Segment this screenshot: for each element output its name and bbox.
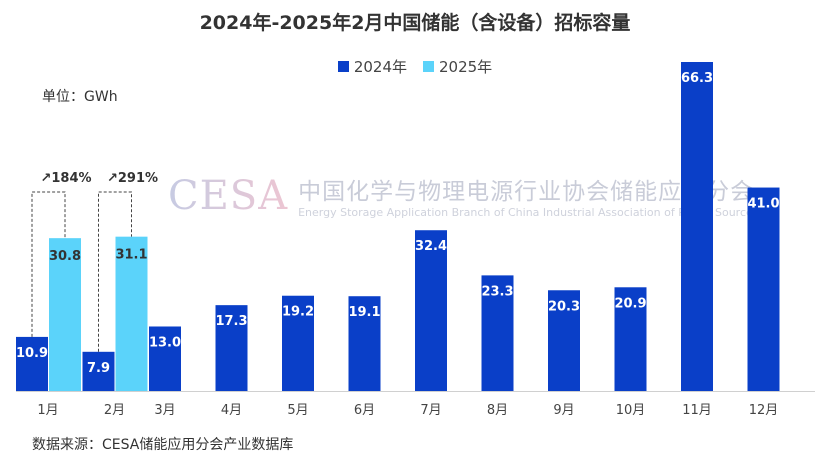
growth-bracket bbox=[98, 191, 132, 352]
data-label-2024: 20.9 bbox=[614, 296, 646, 311]
x-tick-label: 2月 bbox=[104, 403, 125, 418]
growth-annotation: ↗291% bbox=[107, 171, 158, 186]
x-tick-label: 10月 bbox=[616, 403, 646, 418]
data-label-2024: 19.2 bbox=[282, 305, 314, 320]
data-label-2024: 17.3 bbox=[215, 314, 247, 329]
data-label-2024: 19.1 bbox=[348, 305, 380, 320]
data-label-2025: 31.1 bbox=[115, 248, 147, 263]
legend-swatch bbox=[337, 61, 349, 72]
data-label-2024: 32.4 bbox=[415, 239, 447, 254]
bar-2024-6 bbox=[348, 296, 381, 391]
x-tick-label: 6月 bbox=[354, 403, 375, 418]
data-label-2024: 20.3 bbox=[548, 299, 580, 314]
x-tick-label: 8月 bbox=[487, 403, 508, 418]
bar-2024-11 bbox=[681, 62, 713, 391]
bar-2025-1 bbox=[49, 238, 81, 391]
legend-item-2024: 2024年 bbox=[337, 56, 407, 77]
bar-2025-2 bbox=[115, 236, 148, 391]
legend: 2024年 2025年 bbox=[0, 56, 830, 77]
chart-title: 2024年-2025年2月中国储能（含设备）招标容量 bbox=[199, 12, 631, 34]
legend-label: 2024年 bbox=[353, 58, 407, 76]
bar-2024-12 bbox=[747, 187, 780, 391]
bar-2024-9 bbox=[548, 290, 580, 391]
data-label-2024: 66.3 bbox=[681, 71, 713, 86]
data-label-2024: 23.3 bbox=[481, 284, 513, 299]
data-label-2025: 30.8 bbox=[49, 249, 81, 264]
bar-2024-1 bbox=[16, 336, 48, 391]
bar-2024-5 bbox=[282, 295, 314, 391]
legend-item-2025: 2025年 bbox=[423, 56, 492, 77]
bar-2024-4 bbox=[215, 305, 248, 391]
x-tick-label: 1月 bbox=[37, 403, 58, 418]
legend-label: 2025年 bbox=[439, 58, 493, 76]
x-tick-label: 11月 bbox=[682, 403, 712, 418]
bar-2024-8 bbox=[481, 275, 514, 391]
x-tick-label: 7月 bbox=[420, 403, 441, 418]
x-tick-label: 12月 bbox=[749, 403, 779, 418]
data-label-2024: 7.9 bbox=[87, 361, 110, 376]
data-label-2024: 13.0 bbox=[149, 335, 181, 350]
data-label-2024: 41.0 bbox=[747, 197, 779, 212]
source-note: 数据来源：CESA储能应用分会产业数据库 bbox=[32, 437, 294, 453]
x-tick-label: 5月 bbox=[287, 403, 308, 418]
unit-label: 单位：GWh bbox=[42, 89, 118, 105]
legend-swatch bbox=[423, 61, 434, 72]
growth-annotation: ↗184% bbox=[40, 171, 91, 186]
x-tick-label: 3月 bbox=[154, 403, 175, 418]
data-label-2024: 10.9 bbox=[16, 346, 48, 361]
bar-2024-7 bbox=[415, 230, 447, 391]
growth-bracket bbox=[31, 191, 66, 337]
x-tick-label: 9月 bbox=[553, 403, 574, 418]
bar-2024-10 bbox=[614, 287, 647, 391]
bar-2024-3 bbox=[149, 326, 181, 391]
bar-2024-2 bbox=[82, 351, 115, 391]
x-tick-label: 4月 bbox=[221, 403, 242, 418]
